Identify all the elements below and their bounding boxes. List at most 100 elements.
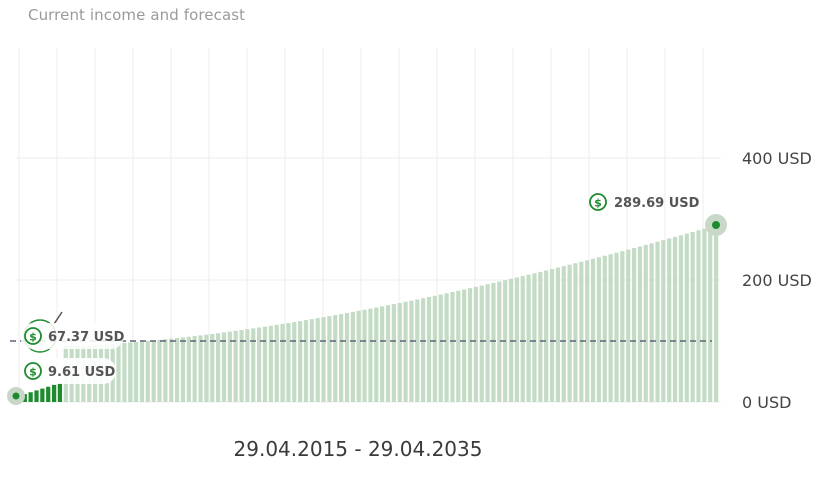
forecast-bar xyxy=(585,260,590,402)
forecast-bar xyxy=(169,338,174,402)
forecast-bar xyxy=(561,266,566,402)
forecast-bar xyxy=(532,273,537,402)
forecast-bar xyxy=(626,249,631,402)
forecast-bar xyxy=(672,236,678,402)
svg-text:$: $ xyxy=(29,366,37,379)
forecast-bar xyxy=(590,258,596,402)
forecast-bar xyxy=(708,226,713,402)
forecast-bar xyxy=(374,307,379,402)
forecast-bar xyxy=(192,336,197,402)
actual-bar xyxy=(51,384,57,402)
forecast-bar xyxy=(327,316,332,402)
forecast-bar xyxy=(274,324,279,402)
forecast-bar xyxy=(298,321,303,402)
forecast-bar xyxy=(198,335,203,402)
forecast-bar xyxy=(479,285,484,402)
forecast-bar xyxy=(122,342,127,402)
period-range: 29.04.2015 - 29.04.2035 xyxy=(233,437,483,461)
forecast-bar xyxy=(385,305,391,402)
average-marker-pin xyxy=(53,311,63,325)
forecast-bar xyxy=(596,257,602,402)
forecast-bar xyxy=(145,341,150,402)
forecast-bar xyxy=(321,317,326,402)
forecast-bar xyxy=(637,246,643,402)
forecast-bar xyxy=(163,339,168,402)
forecast-bar xyxy=(649,243,654,402)
forecast-bar xyxy=(421,298,426,402)
y-tick-label: 200 USD xyxy=(742,271,812,290)
svg-text:$: $ xyxy=(29,331,37,344)
forecast-bar xyxy=(573,263,578,402)
forecast-bar xyxy=(210,333,215,402)
forecast-bar xyxy=(380,306,385,402)
forecast-bar xyxy=(262,326,268,402)
forecast-bar xyxy=(286,322,291,402)
forecast-bar xyxy=(292,322,297,402)
forecast-bar xyxy=(608,254,613,402)
forecast-bar xyxy=(450,292,455,402)
forecast-bar xyxy=(643,244,648,402)
forecast-bar xyxy=(180,337,186,402)
forecast-bar xyxy=(684,233,689,402)
forecast-bar xyxy=(520,276,525,402)
y-tick-label: 0 USD xyxy=(742,393,791,412)
dollar-circle-icon: $ xyxy=(589,193,607,211)
forecast-bar xyxy=(151,340,156,402)
forecast-bar xyxy=(491,282,496,402)
forecast-bar xyxy=(221,332,227,402)
forecast-bar xyxy=(602,255,607,402)
forecast-bar xyxy=(133,342,139,402)
forecast-bar xyxy=(239,330,244,402)
forecast-bar xyxy=(432,295,437,402)
forecast-bar xyxy=(339,314,344,402)
chart-title: Current income and forecast xyxy=(28,6,246,24)
forecast-bar xyxy=(139,341,145,402)
forecast-bar xyxy=(315,318,320,402)
forecast-bar xyxy=(567,264,572,402)
forecast-bar xyxy=(350,311,355,402)
forecast-bar xyxy=(678,235,684,402)
forecast-bar xyxy=(128,342,133,402)
y-tick-label: 400 USD xyxy=(742,149,812,168)
forecast-bar xyxy=(555,267,561,402)
forecast-bar xyxy=(497,281,502,402)
forecast-bar xyxy=(462,289,467,402)
forecast-bar xyxy=(438,294,443,402)
forecast-bar xyxy=(467,288,473,402)
y-axis: 0 USD 200 USD 400 USD xyxy=(742,149,812,412)
forecast-bar xyxy=(257,327,262,402)
forecast-end-label: 289.69 USD xyxy=(614,196,700,211)
forecast-bar xyxy=(415,299,420,402)
forecast-bar xyxy=(526,274,531,402)
dollar-circle-icon: $ xyxy=(24,362,42,380)
forecast-bar xyxy=(216,333,221,402)
forecast-bar xyxy=(116,343,121,402)
forecast-bar xyxy=(456,290,461,402)
forecast-bar xyxy=(362,309,367,402)
forecast-bar xyxy=(614,252,619,402)
actual-bar xyxy=(57,383,63,402)
forecast-bar xyxy=(245,329,250,402)
forecast-bar xyxy=(356,310,361,402)
forecast-bar xyxy=(426,296,432,402)
forecast-bar xyxy=(303,320,309,402)
forecast-bar xyxy=(333,315,338,402)
forecast-bar xyxy=(186,336,191,402)
forecast-bar xyxy=(690,231,695,402)
average-value-badge: $ 67.37 USD xyxy=(20,323,125,349)
forecast-bar xyxy=(713,225,719,402)
forecast-bar xyxy=(544,270,549,402)
forecast-bar xyxy=(409,300,414,402)
forecast-bar xyxy=(696,230,701,402)
svg-text:$: $ xyxy=(594,197,602,210)
forecast-bar xyxy=(661,240,666,402)
forecast-bar xyxy=(631,248,637,402)
forecast-bar xyxy=(403,301,408,402)
forecast-bar xyxy=(175,338,180,402)
forecast-bar xyxy=(702,228,707,402)
forecast-bar xyxy=(444,293,449,402)
forecast-bar xyxy=(514,277,519,402)
forecast-bar xyxy=(485,284,490,402)
current-value-label: 9.61 USD xyxy=(48,365,116,380)
